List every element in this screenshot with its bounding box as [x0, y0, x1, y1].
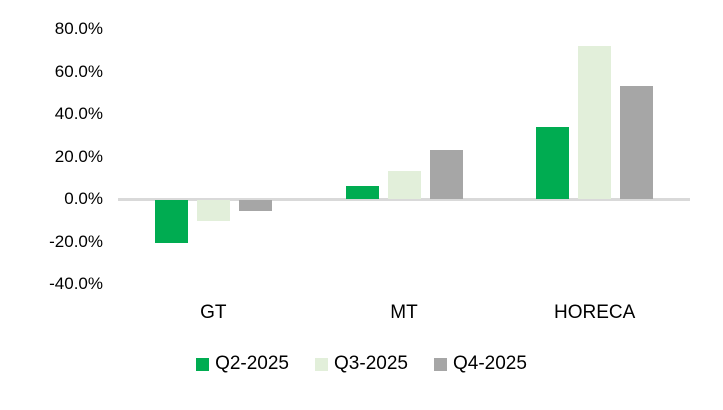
- y-axis-tick-label: 0.0%: [64, 189, 103, 208]
- y-axis-tick-label: 40.0%: [54, 104, 103, 123]
- y-axis-tick-label: -20.0%: [49, 231, 103, 251]
- legend-item-q4-2025: Q4-2025: [433, 353, 527, 375]
- y-axis-tick-label: 60.0%: [54, 61, 103, 81]
- legend-item-q3-2025: Q3-2025: [315, 353, 408, 375]
- legend-label: Q4-2025: [452, 353, 527, 374]
- x-axis-line: [118, 198, 690, 201]
- bar-mt-q4-2025: [429, 150, 463, 199]
- legend-swatch-icon: [433, 357, 447, 371]
- legend-label: Q2-2025: [215, 353, 290, 374]
- bar-horeca-q4-2025: [620, 86, 654, 199]
- x-axis-label-horeca: HORECA: [554, 302, 636, 323]
- bar-horeca-q3-2025: [578, 46, 612, 199]
- y-axis-tick-label: 80.0%: [54, 19, 103, 38]
- y-axis-tick-label: -40.0%: [49, 274, 103, 293]
- legend: Q2-2025 Q3-2025 Q4-2025: [0, 353, 723, 375]
- legend-item-q2-2025: Q2-2025: [196, 353, 289, 375]
- x-axis-label-mt: MT: [390, 302, 418, 323]
- y-axis-tick-label: 20.0%: [54, 146, 103, 166]
- bar-gt-q3-2025: [196, 200, 230, 222]
- legend-swatch-icon: [315, 357, 329, 371]
- x-axis-label-gt: GT: [200, 302, 227, 323]
- bar-mt-q2-2025: [345, 186, 379, 199]
- bar-mt-q3-2025: [387, 171, 421, 199]
- bar-gt-q4-2025: [238, 200, 272, 211]
- plot-area: [118, 29, 690, 284]
- bar-horeca-q2-2025: [536, 126, 570, 199]
- legend-label: Q3-2025: [334, 353, 408, 374]
- bar-gt-q2-2025: [154, 200, 188, 243]
- legend-swatch-icon: [196, 357, 210, 371]
